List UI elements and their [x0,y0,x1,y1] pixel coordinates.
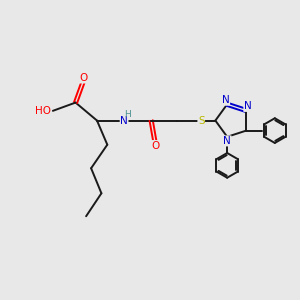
Text: S: S [198,116,205,126]
Text: N: N [223,136,231,146]
Text: HO: HO [34,106,50,116]
Text: O: O [79,73,87,83]
Text: N: N [222,95,230,105]
Text: O: O [151,141,160,151]
Text: N: N [120,116,128,126]
Text: H: H [124,110,131,118]
Text: N: N [244,101,252,111]
